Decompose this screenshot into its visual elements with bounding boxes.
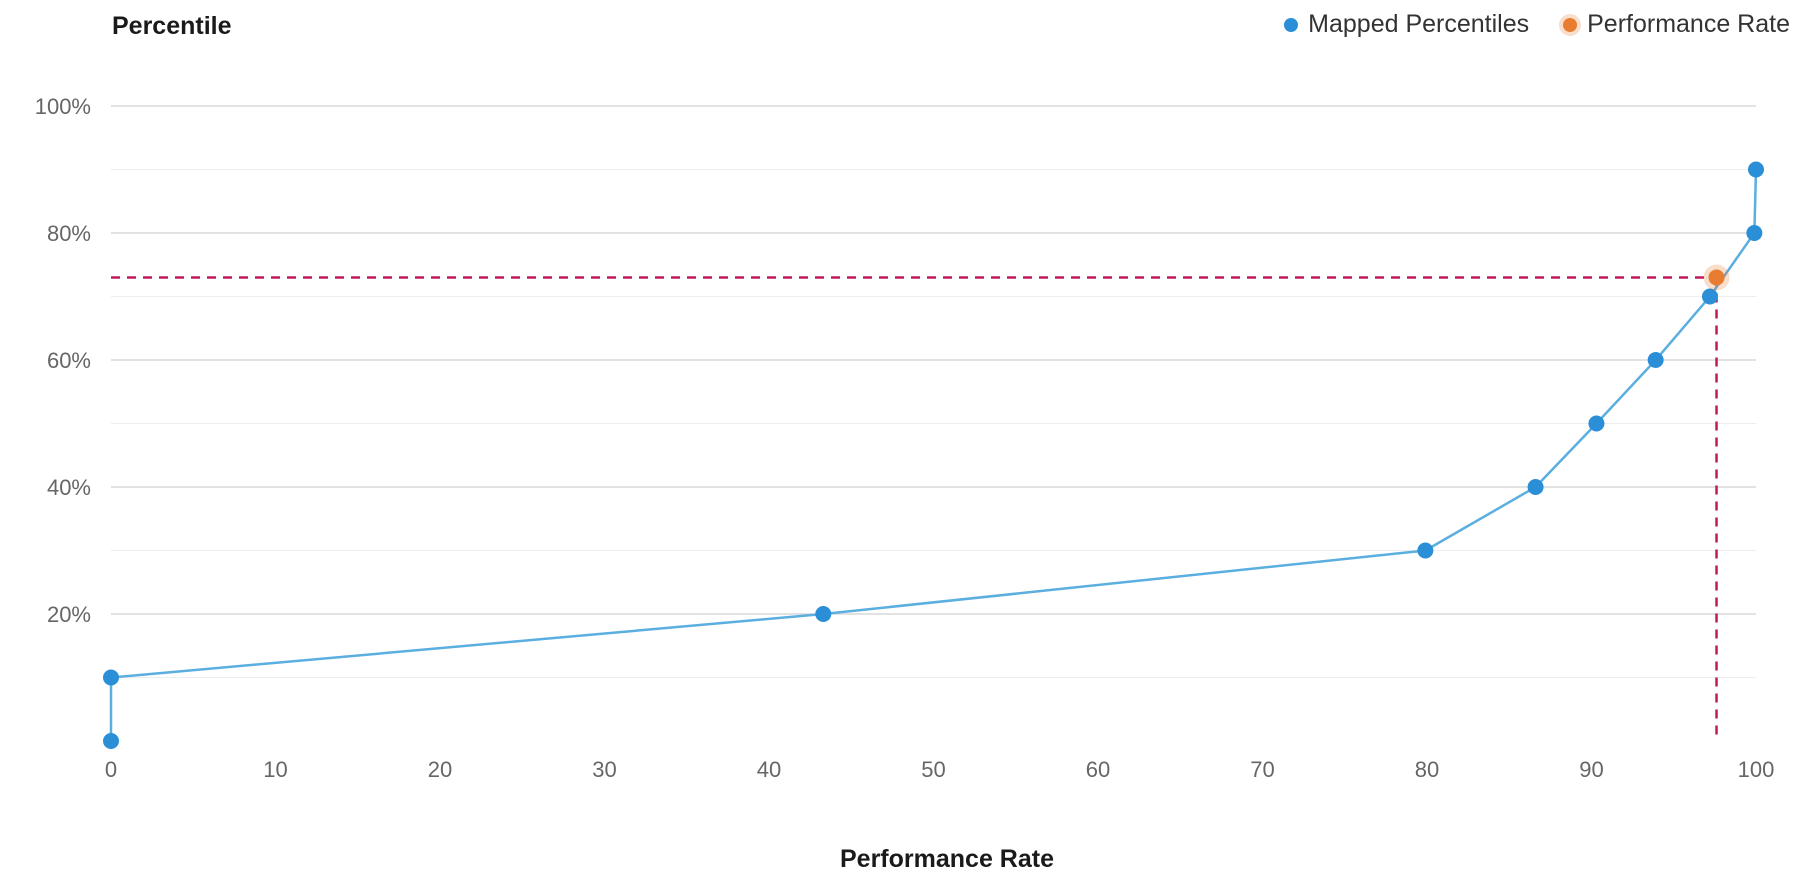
data-point-mapped-percentiles: [1647, 352, 1664, 368]
y-tick-label: 40%: [47, 475, 91, 500]
data-point-mapped-percentiles: [1417, 542, 1434, 559]
x-tick-label: 50: [921, 757, 945, 782]
x-tick-label: 80: [1415, 757, 1439, 782]
x-tick-label: 90: [1579, 757, 1603, 782]
data-point-mapped-percentiles: [1588, 415, 1605, 432]
data-point-mapped-percentiles: [103, 733, 119, 749]
x-tick-label: 0: [105, 757, 117, 782]
x-tick-label: 40: [757, 757, 781, 782]
legend-label-mapped-percentiles: Mapped Percentiles: [1308, 10, 1530, 38]
y-tick-label: 100%: [35, 94, 91, 119]
legend-marker-mapped-percentiles: [1284, 17, 1299, 32]
data-point-mapped-percentiles: [1746, 225, 1763, 241]
x-tick-label: 70: [1250, 757, 1274, 782]
legend-item-performance-rate[interactable]: Performance Rate: [1563, 10, 1790, 39]
x-tick-label: 20: [428, 757, 452, 782]
data-point-mapped-percentiles: [1748, 161, 1764, 178]
x-tick-label: 30: [592, 757, 616, 782]
data-point-performance-rate: [1708, 269, 1725, 286]
series-line-mapped-percentiles: [109, 169, 1758, 741]
data-point-mapped-percentiles: [815, 606, 832, 622]
legend: Mapped Percentiles Performance Rate: [1284, 10, 1790, 39]
x-tick-label: 100: [1738, 757, 1775, 782]
y-tick-label: 60%: [47, 348, 91, 373]
y-tick-label: 20%: [47, 602, 91, 627]
data-point-mapped-percentiles: [103, 669, 119, 686]
x-tick-label: 60: [1086, 757, 1110, 782]
data-point-mapped-percentiles: [1701, 288, 1718, 305]
x-tick-label: 10: [263, 757, 287, 782]
legend-marker-performance-rate: [1563, 17, 1578, 32]
data-point-mapped-percentiles: [1527, 479, 1544, 495]
x-axis-title: Performance Rate: [840, 845, 1054, 873]
y-tick-label: 80%: [47, 221, 91, 246]
legend-item-mapped-percentiles[interactable]: Mapped Percentiles: [1284, 10, 1529, 39]
y-axis-title: Percentile: [112, 12, 232, 40]
legend-label-performance-rate: Performance Rate: [1587, 10, 1790, 38]
